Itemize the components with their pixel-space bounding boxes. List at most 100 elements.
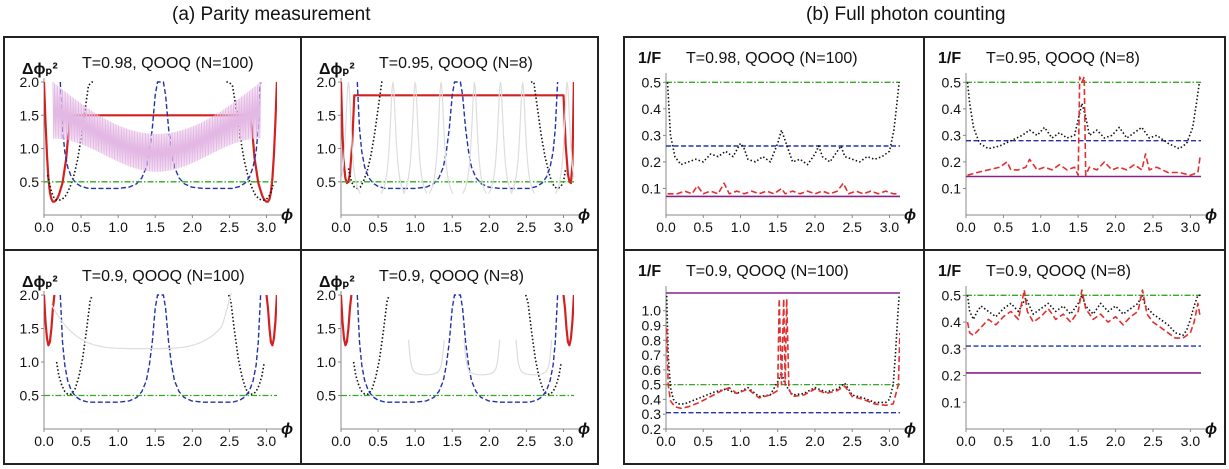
x-tick-label: 0.0 [956,433,976,449]
series-spike [554,82,574,194]
series-line-red-dashed [967,76,1201,176]
x-tick-label: 2.5 [517,433,537,449]
y-tick-label: 1.5 [317,321,337,337]
y-tick-label: 2.0 [317,74,337,90]
y-axis-label: 1/F [638,50,661,67]
y-tick-label: 0.3 [942,341,962,357]
y-tick-label: 0.5 [942,287,962,303]
panel-border [924,250,1225,464]
y-tick-label: 0.1 [642,180,662,196]
y-tick-label: 2.0 [317,287,337,303]
x-tick-label: 3.0 [554,219,574,235]
y-tick-label: 0.5 [317,388,337,404]
panel-title: T=0.9, QOOQ (N=100) [82,268,245,285]
x-tick-label: 1.5 [768,433,788,449]
x-tick-label: 1.5 [1068,219,1088,235]
y-axis-label: 1/F [938,263,961,280]
series-line-red-solid [341,294,574,347]
panel-b4: 0.0 0.5 1.0 1.5 2.0 2.5 3.0 0.1 0.2 0.3 0.4 0.5 1/F T… [924,250,1225,464]
x-tick-label: 1.0 [405,219,425,235]
y-tick-label: 1.0 [317,141,337,157]
y-tick-label: 0.6 [642,362,662,378]
x-tick-label: 1.5 [443,219,463,235]
series-line-red-dashed [667,182,900,195]
x-tick-label: 2.0 [183,219,203,235]
y-tick-label: 1.5 [20,107,40,123]
y-tick-label: 1.0 [317,354,337,370]
x-axis-label: ϕ [1205,207,1217,224]
y-tick-label: 0.7 [642,347,662,363]
y-tick-label: 1.0 [20,354,40,370]
y-tick-label: 1.0 [642,303,662,319]
x-tick-label: 2.0 [805,219,825,235]
series-line-blue-dashed [59,81,262,190]
x-tick-label: 1.5 [146,219,166,235]
series-line-black-dotted [666,295,900,405]
x-tick-label: 0.0 [656,433,676,449]
x-tick-label: 1.0 [1031,433,1051,449]
series-line-black-dotted [347,81,567,190]
x-tick-label: 0.5 [71,433,91,449]
series-line-blue-dashed [59,294,262,403]
y-tick-label: 0.3 [642,406,662,422]
x-tick-label: 2.0 [1106,433,1126,449]
y-axis-label: Δϕₚ² [319,61,355,78]
panel-b1: 0.0 0.5 1.0 1.5 2.0 2.5 3.0 0.1 0.2 0.3 0.4 0.5 1/F T… [624,37,924,250]
y-tick-label: 0.4 [642,391,662,407]
x-tick-label: 1.5 [443,433,463,449]
y-tick-label: 0.4 [642,101,662,117]
x-tick-label: 2.0 [1106,219,1126,235]
x-tick-label: 1.0 [108,219,128,235]
x-axis-label: ϕ [1205,421,1217,438]
x-tick-label: 3.0 [880,219,900,235]
x-tick-label: 3.0 [1181,433,1201,449]
x-axis-label: ϕ [578,207,590,224]
x-tick-label: 3.0 [554,433,574,449]
x-tick-label: 2.0 [805,433,825,449]
plot-area [666,292,900,414]
group-a-title: (a) Parity measurement [172,4,371,25]
x-tick-label: 2.0 [183,433,203,449]
series-spike [341,82,361,194]
x-tick-label: 0.0 [331,219,351,235]
x-axis-label: ϕ [281,421,293,438]
y-axis-label: Δϕₚ² [22,61,58,78]
x-tick-label: 3.0 [257,433,277,449]
series-line-red-solid [44,81,277,203]
x-tick-label: 1.5 [146,433,166,449]
x-tick-label: 1.0 [731,433,751,449]
y-tick-label: 1.0 [20,141,40,157]
panel-border [301,37,598,250]
y-tick-label: 0.5 [317,174,337,190]
x-tick-label: 2.5 [842,219,862,235]
x-tick-label: 3.0 [257,219,277,235]
x-tick-label: 2.5 [517,219,537,235]
plot-area [966,289,1201,374]
x-tick-label: 1.0 [108,433,128,449]
series-spike [380,82,406,194]
panel-border [4,250,301,464]
panel-title: T=0.98, QOOQ (N=100) [82,55,254,72]
x-tick-label: 0.5 [368,433,388,449]
panel-b2: 0.0 0.5 1.0 1.5 2.0 2.5 3.0 0.1 0.2 0.3 0.4 0.5 1/F T… [924,37,1225,250]
panel-title: T=0.98, QOOQ (N=100) [686,50,858,67]
plot-area [44,81,277,203]
panel-title: T=0.9, QOOQ (N=8) [379,268,524,285]
x-tick-label: 2.5 [220,433,240,449]
x-tick-label: 2.0 [480,433,500,449]
y-tick-label: 0.3 [642,127,662,143]
panel-border [4,37,301,250]
y-axis-label: 1/F [938,50,961,67]
y-tick-label: 1.5 [20,321,40,337]
x-tick-label: 2.5 [1143,219,1163,235]
y-tick-label: 0.2 [642,154,662,170]
series-spike [488,82,513,194]
panel-border [924,37,1225,250]
x-tick-label: 1.5 [1068,433,1088,449]
y-tick-label: 0.2 [642,421,662,437]
series-spike [402,82,428,194]
x-tick-label: 0.5 [694,433,714,449]
x-axis-label: ϕ [904,207,916,224]
y-tick-label: 0.5 [642,377,662,393]
